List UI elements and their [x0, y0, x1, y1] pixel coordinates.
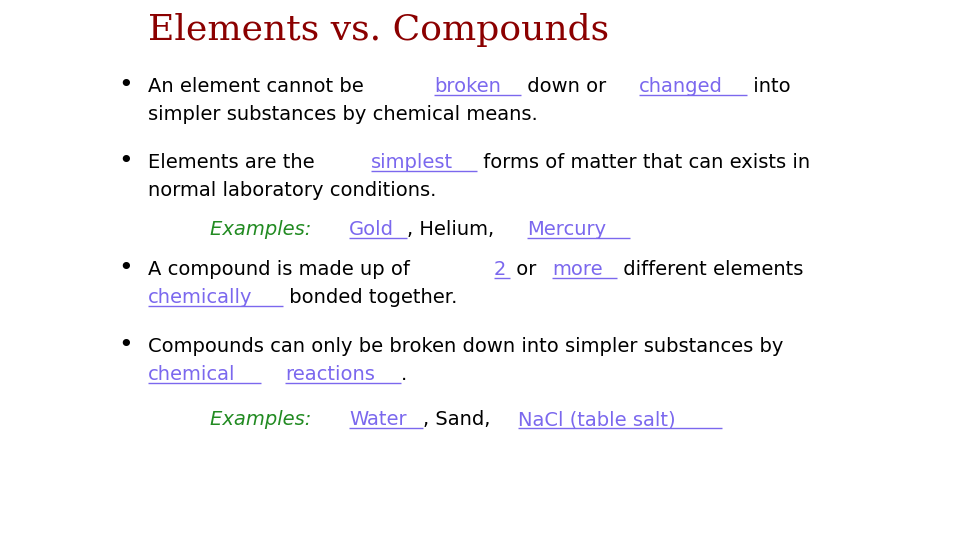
Text: simpler substances by chemical means.: simpler substances by chemical means.	[148, 105, 538, 124]
Text: normal laboratory conditions.: normal laboratory conditions.	[148, 181, 437, 200]
Text: different elements: different elements	[617, 260, 804, 279]
Text: NaCl (table salt): NaCl (table salt)	[518, 410, 676, 429]
Text: •: •	[118, 73, 132, 97]
Text: , Helium,: , Helium,	[407, 220, 500, 239]
Text: chemically: chemically	[148, 288, 252, 307]
Text: Elements are the: Elements are the	[148, 153, 321, 172]
Text: into: into	[747, 77, 791, 96]
Text: more: more	[552, 260, 603, 279]
Text: bonded together.: bonded together.	[283, 288, 457, 307]
Text: .: .	[401, 365, 407, 384]
Text: Elements vs. Compounds: Elements vs. Compounds	[148, 13, 610, 47]
Text: forms of matter that can exists in: forms of matter that can exists in	[477, 153, 810, 172]
Text: , Sand,: , Sand,	[423, 410, 497, 429]
Text: A compound is made up of: A compound is made up of	[148, 260, 416, 279]
Text: chemical: chemical	[148, 365, 235, 384]
Text: •: •	[118, 333, 132, 357]
Text: reactions: reactions	[285, 365, 375, 384]
Text: changed: changed	[638, 77, 723, 96]
Text: Compounds can only be broken down into simpler substances by: Compounds can only be broken down into s…	[148, 337, 783, 356]
Text: Water: Water	[348, 410, 406, 429]
Text: Mercury: Mercury	[527, 220, 607, 239]
Text: •: •	[118, 256, 132, 280]
Text: 2: 2	[494, 260, 506, 279]
Text: Gold: Gold	[348, 220, 394, 239]
Text: Examples:: Examples:	[210, 410, 318, 429]
Text: Examples:: Examples:	[210, 220, 318, 239]
Text: simplest: simplest	[372, 153, 453, 172]
Text: •: •	[118, 149, 132, 173]
Text: An element cannot be: An element cannot be	[148, 77, 370, 96]
Text: down or: down or	[520, 77, 612, 96]
Text: broken: broken	[435, 77, 501, 96]
Text: or: or	[510, 260, 542, 279]
